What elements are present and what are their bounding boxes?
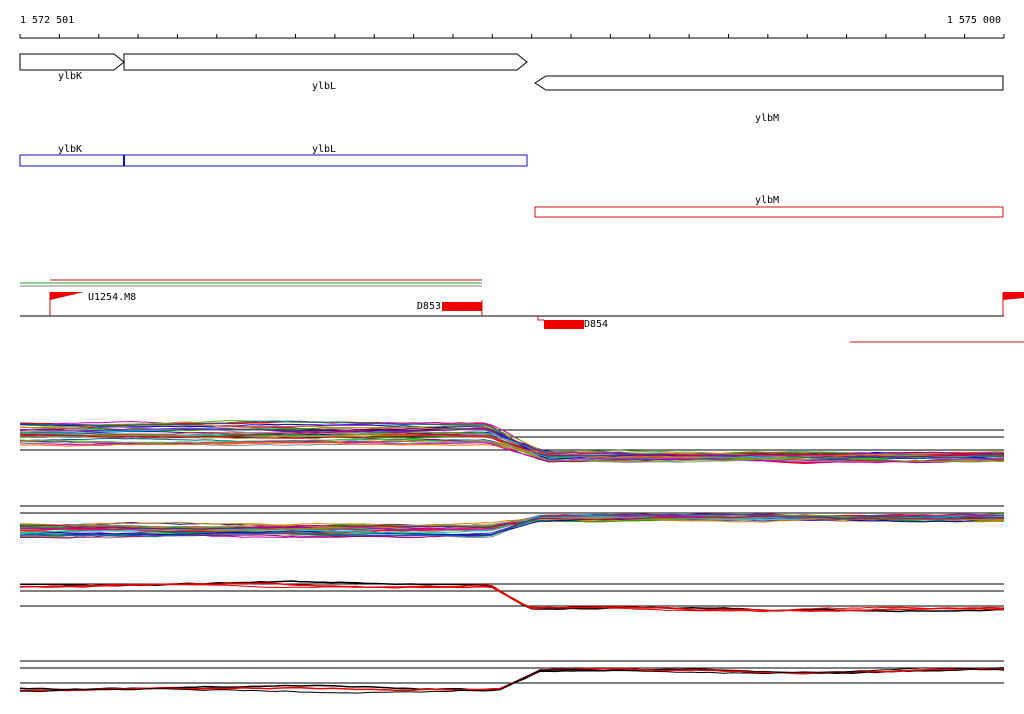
trace [19, 667, 1005, 692]
transcript-label: ylbK [58, 144, 82, 155]
trace [19, 582, 1005, 612]
feature-box [442, 302, 482, 311]
trace [19, 420, 1005, 460]
trace [19, 438, 1004, 464]
trace [19, 667, 1005, 694]
ruler-start: 1 572 501 [20, 15, 74, 26]
trace [19, 516, 1005, 530]
trace [19, 424, 1005, 459]
trace [19, 583, 1005, 613]
trace [19, 428, 1005, 457]
trace [20, 580, 1005, 613]
gene-label: ylbK [58, 71, 82, 82]
trace-panels [19, 419, 1005, 694]
gene-label: ylbM [755, 113, 779, 124]
trace [19, 514, 1005, 535]
trace [19, 442, 1005, 457]
gene-arrow [19, 53, 125, 71]
feature-label: U1254.M8 [88, 292, 136, 303]
feature-tick [537, 316, 544, 321]
flag [1003, 292, 1024, 300]
transcript [534, 206, 1004, 218]
trace [19, 513, 1005, 537]
transcript-label: ylbM [755, 195, 779, 206]
flag [50, 292, 84, 300]
ruler-ticks [19, 34, 1005, 38]
trace [19, 431, 1005, 459]
feature-label: D854 [584, 319, 608, 330]
gene-label: ylbL [312, 81, 336, 92]
gene-arrow [123, 53, 528, 71]
transcript [19, 154, 528, 167]
gene-arrow [534, 75, 1004, 91]
transcript-label: ylbL [312, 144, 336, 155]
feature-label: D853 [417, 301, 441, 312]
ruler-end: 1 575 000 [947, 15, 1001, 26]
trace [19, 517, 1005, 528]
feature-box [544, 320, 584, 329]
